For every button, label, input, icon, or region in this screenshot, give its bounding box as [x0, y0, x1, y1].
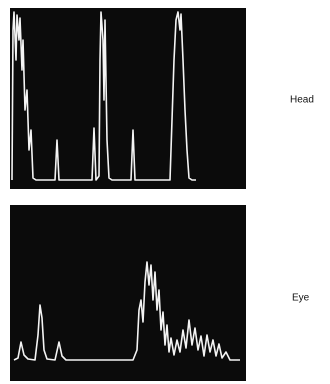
head-panel	[10, 8, 246, 189]
figure: Head Eye	[0, 0, 330, 384]
page: Head Eye (() => { const data = JSON.pars…	[0, 0, 330, 384]
panel-label: Eye	[292, 293, 310, 304]
panel-label: Head	[290, 95, 314, 106]
